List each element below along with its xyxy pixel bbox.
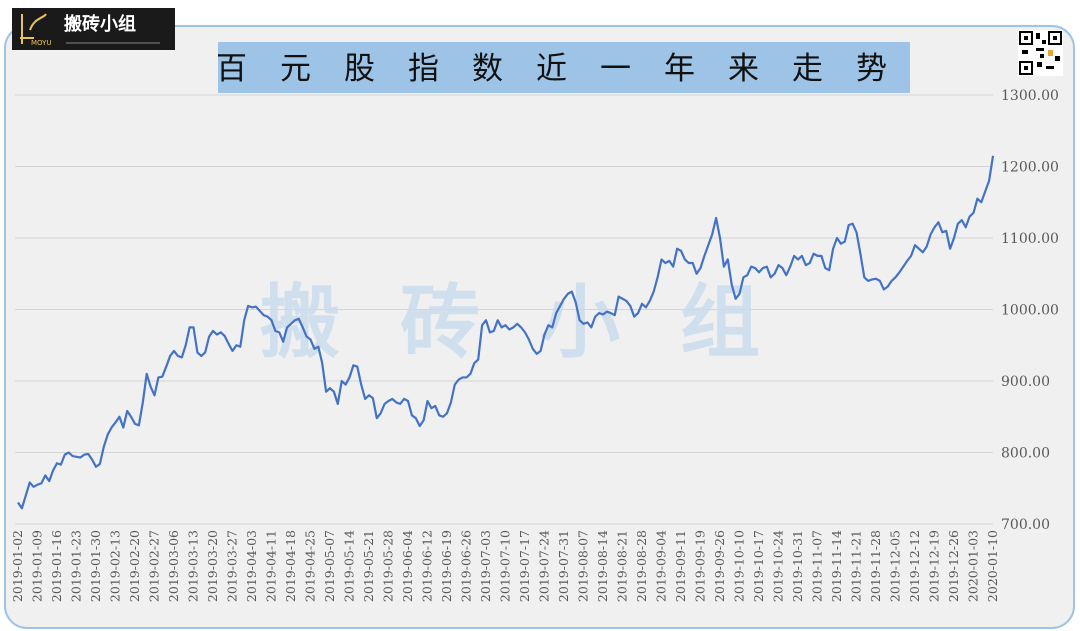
x-tick-label: 2019-11-28 (868, 530, 883, 602)
x-tick-label: 2019-12-12 (907, 530, 922, 602)
x-tick-label: 2020-01-10 (985, 530, 1000, 602)
x-tick-label: 2019-03-13 (186, 530, 201, 602)
x-tick-label: 2019-07-17 (517, 530, 532, 602)
x-tick-label: 2019-10-31 (790, 530, 805, 602)
x-tick-label: 2019-10-24 (771, 530, 786, 602)
chart-title: 百元股指数近一年来走势 (216, 51, 920, 87)
x-tick-label: 2019-07-31 (556, 530, 571, 602)
x-tick-label: 2019-11-14 (829, 530, 844, 602)
logo-text: 搬砖小组 (64, 13, 136, 35)
x-tick-label: 2019-08-07 (576, 530, 591, 602)
grid (15, 94, 993, 525)
x-tick-label: 2019-05-07 (322, 530, 337, 602)
x-tick-label: 2019-06-19 (439, 530, 454, 602)
x-tick-label: 2019-09-04 (654, 530, 669, 602)
x-tick-label: 2019-01-30 (88, 530, 103, 602)
chart-panel (4, 25, 1075, 629)
x-tick-label: 2019-06-04 (400, 530, 415, 602)
x-tick-label: 2019-04-03 (244, 530, 259, 602)
x-tick-label: 2019-01-02 (10, 530, 25, 602)
x-tick-label: 2019-04-25 (303, 530, 318, 602)
x-tick-label: 2019-05-14 (342, 530, 357, 602)
y-tick-label: 1300.00 (1001, 88, 1059, 104)
x-tick-label: 2019-09-26 (712, 530, 727, 602)
x-tick-label: 2019-03-20 (205, 530, 220, 602)
qr-code (1018, 30, 1063, 76)
title-box (218, 42, 910, 93)
x-tick-label: 2019-04-11 (264, 530, 279, 602)
x-tick-label: 2020-01-03 (966, 530, 981, 602)
x-tick-label: 2019-03-06 (166, 530, 181, 602)
x-tick-label: 2019-06-26 (459, 530, 474, 602)
x-tick-label: 2019-11-21 (849, 530, 864, 602)
x-tick-label: 2019-10-10 (732, 530, 747, 602)
x-tick-label: 2019-12-05 (888, 530, 903, 602)
x-tick-label: 2019-01-16 (49, 530, 64, 602)
x-tick-label: 2019-11-07 (810, 530, 825, 602)
x-tick-label: 2019-08-28 (634, 530, 649, 602)
y-tick-label: 700.00 (1001, 517, 1050, 533)
x-tick-label: 2019-02-13 (108, 530, 123, 602)
x-tick-label: 2019-02-20 (127, 530, 142, 602)
x-tick-label: 2019-08-14 (595, 530, 610, 602)
x-tick-label: 2019-06-12 (420, 530, 435, 602)
y-tick-label: 900.00 (1001, 374, 1050, 390)
x-tick-label: 2019-01-23 (69, 530, 84, 602)
x-tick-label: 2019-10-17 (751, 530, 766, 602)
y-tick-label: 1000.00 (1001, 303, 1059, 319)
x-tick-label: 2019-05-28 (381, 530, 396, 602)
x-tick-label: 2019-04-18 (283, 530, 298, 602)
x-tick-label: 2019-01-09 (30, 530, 45, 602)
x-tick-label: 2019-09-11 (673, 530, 688, 602)
data-line (17, 155, 995, 510)
x-tick-label: 2019-12-26 (946, 530, 961, 602)
x-tick-label: 2019-08-21 (615, 530, 630, 602)
x-axis: 2019-01-02 2019-01-09 2019-01-16 2019-01-23… (10, 530, 1000, 602)
logo-sub: MOYU (31, 39, 52, 47)
x-tick-label: 2019-07-10 (498, 530, 513, 602)
y-tick-label: 800.00 (1001, 446, 1050, 462)
x-tick-label: 2019-03-27 (225, 530, 240, 602)
x-tick-label: 2019-09-19 (693, 530, 708, 602)
x-tick-label: 2019-12-19 (927, 530, 942, 602)
x-tick-label: 2019-07-24 (537, 530, 552, 602)
y-tick-label: 1200.00 (1001, 160, 1059, 176)
x-tick-label: 2019-02-27 (147, 530, 162, 602)
logo-icon (20, 13, 47, 44)
x-tick-label: 2019-05-21 (361, 530, 376, 602)
y-tick-label: 1100.00 (1001, 231, 1059, 247)
watermark: 搬砖小组 (260, 276, 820, 369)
x-tick-label: 2019-07-03 (478, 530, 493, 602)
